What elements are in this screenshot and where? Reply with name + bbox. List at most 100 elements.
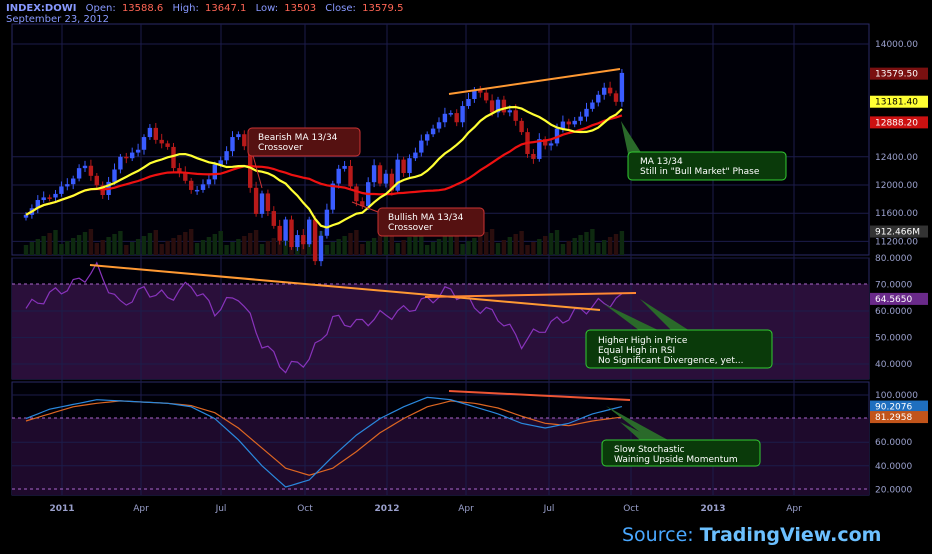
- volume-bar: [602, 240, 607, 255]
- volume-bar: [413, 234, 418, 255]
- candle-body: [88, 165, 94, 176]
- candle-body: [124, 156, 129, 159]
- bullish-note-line2: Crossover: [388, 223, 433, 233]
- y-tick-label: 70.0000: [875, 281, 912, 291]
- volume-bar: [613, 234, 619, 255]
- volume-bar: [124, 245, 129, 255]
- volume-bar: [212, 234, 217, 255]
- bullish-pointer: [351, 201, 379, 213]
- price-tag-bg: [870, 116, 928, 129]
- x-tick-label: Apr: [133, 504, 149, 514]
- volume-bar: [584, 232, 589, 255]
- candle-body: [242, 134, 247, 147]
- candle-body: [224, 151, 229, 161]
- candle-body: [507, 110, 512, 113]
- volume-bar: [460, 244, 465, 255]
- bearish-pointer: [251, 151, 263, 189]
- candle-body: [171, 146, 176, 169]
- candle-body: [584, 108, 589, 117]
- candle-body: [489, 100, 495, 113]
- volume-bar: [130, 242, 135, 255]
- candle-body: [448, 113, 453, 115]
- volume-bar: [436, 239, 442, 255]
- volume-bar: [76, 235, 82, 255]
- x-tick-label: Jul: [543, 504, 555, 514]
- candle-body: [212, 164, 217, 180]
- volume-bar: [531, 242, 536, 255]
- y-tick-label: 12000.00: [875, 181, 918, 191]
- candle-body: [307, 219, 312, 245]
- candle-body: [218, 160, 223, 165]
- volume-bar: [171, 238, 176, 255]
- candle-body: [271, 211, 276, 226]
- volume-bar: [395, 243, 400, 255]
- source-credit: Source: TradingView.com: [622, 524, 881, 546]
- volume-bar: [619, 231, 625, 255]
- volume-bar: [425, 245, 430, 255]
- volume-bar: [607, 237, 613, 255]
- price-tag-bg: [870, 95, 928, 108]
- candle-body: [318, 235, 324, 262]
- volume-bar: [23, 245, 29, 255]
- candle-body: [484, 92, 489, 101]
- volume-bar: [194, 243, 200, 255]
- y-tick-label: 12400.00: [875, 153, 918, 163]
- volume-bar: [590, 229, 595, 255]
- stoch-note-line1: Slow Stochastic: [614, 445, 685, 455]
- x-tick-label: Oct: [297, 504, 313, 514]
- candle-body: [560, 121, 566, 129]
- candle-body: [301, 235, 306, 245]
- ma-note-line2: Still in "Bull Market" Phase: [640, 167, 760, 177]
- candle-body: [189, 180, 194, 190]
- volume-bar: [578, 235, 583, 255]
- bearish-note-line1: Bearish MA 13/34: [258, 133, 338, 143]
- volume-bar: [495, 243, 501, 255]
- candle-body: [460, 106, 465, 123]
- candle-body: [289, 219, 294, 248]
- candle-body: [548, 143, 554, 146]
- volume-bar: [183, 232, 188, 255]
- candle-body: [177, 168, 182, 173]
- volume-bar: [53, 230, 58, 255]
- y-tick-label: 50.0000: [875, 334, 912, 344]
- rsi-tag-bg: [870, 292, 928, 305]
- candle-body: [354, 186, 359, 202]
- volume-bar: [489, 229, 495, 255]
- candle-body: [330, 183, 335, 210]
- volume-bar: [271, 238, 276, 255]
- open-value: 13588.6: [122, 3, 163, 14]
- candle-body: [472, 89, 477, 99]
- x-tick-label: Oct: [623, 504, 639, 514]
- bullish-note-line1: Bullish MA 13/34: [388, 213, 464, 223]
- candle-body: [82, 165, 88, 169]
- volume-bar: [277, 235, 282, 255]
- volume-bar: [478, 235, 483, 255]
- candle-body: [602, 87, 607, 95]
- volume-bar: [100, 240, 105, 255]
- volume-bar: [554, 230, 560, 255]
- volume-bar: [65, 241, 70, 255]
- x-tick-label: 2013: [700, 504, 725, 514]
- y-tick-label: 40.0000: [875, 360, 912, 370]
- volume-bar: [330, 242, 335, 255]
- stoch-note-line2: Waining Upside Momentum: [614, 455, 738, 465]
- stoch-note-pointer-1: [606, 406, 668, 440]
- volume-bar: [236, 239, 241, 255]
- y-tick-label: 60.0000: [875, 438, 912, 448]
- candle-body: [395, 159, 400, 191]
- rsi-flat-line: [424, 292, 637, 298]
- volume-bar: [88, 229, 94, 255]
- candle-body: [230, 137, 235, 152]
- candle-body: [159, 139, 164, 144]
- stoch-d-tag: 81.2958: [875, 413, 912, 423]
- volume-bar: [47, 233, 52, 255]
- volume-bar: [230, 242, 235, 255]
- rsi-tag: 64.5650: [875, 295, 912, 305]
- volume-bar: [82, 232, 88, 255]
- ma34-line: [25, 114, 623, 216]
- candle-body: [360, 201, 365, 207]
- volume-bar: [366, 241, 371, 255]
- y-tick-label: 80.0000: [875, 254, 912, 264]
- y-tick-label: 100.0000: [875, 391, 918, 401]
